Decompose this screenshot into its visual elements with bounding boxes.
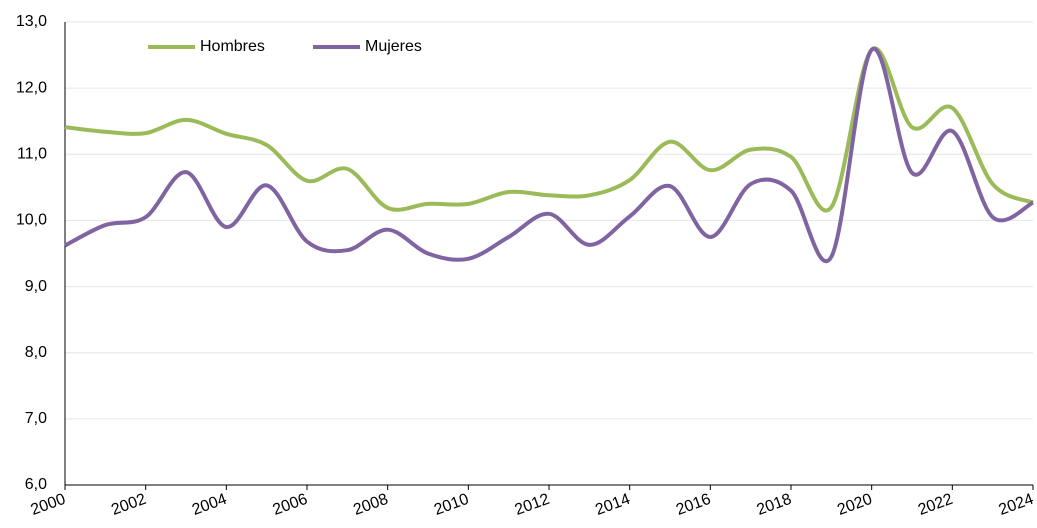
x-tick-label: 2022 [916, 491, 955, 519]
x-tick-label: 2010 [432, 491, 471, 519]
x-tick-label: 2006 [271, 491, 310, 519]
x-tick-label: 2016 [674, 491, 713, 519]
y-tick-label: 13,0 [16, 13, 47, 30]
x-tick-label: 2002 [109, 491, 148, 519]
series-line [64, 46, 1034, 263]
x-tick-label: 2004 [190, 491, 229, 519]
y-tick-label: 10,0 [16, 212, 47, 229]
x-tick-label: 2000 [29, 491, 68, 519]
x-tick-label: 2020 [835, 491, 874, 519]
x-tick-label: 2014 [593, 491, 632, 519]
x-tick-label: 2008 [351, 491, 390, 519]
y-tick-label: 9,0 [25, 278, 47, 295]
y-tick-label: 11,0 [17, 146, 47, 163]
legend-label: Hombres [200, 38, 265, 55]
x-tick-label: 2018 [755, 491, 794, 519]
legend-label: Mujeres [365, 38, 422, 55]
x-tick-label: 2012 [513, 491, 552, 519]
series-line [64, 46, 1034, 213]
y-tick-label: 6,0 [25, 476, 47, 493]
y-tick-label: 7,0 [25, 410, 47, 427]
y-tick-label: 12,0 [16, 79, 47, 96]
y-tick-label: 8,0 [25, 344, 47, 361]
x-tick-label: 2024 [997, 491, 1036, 519]
